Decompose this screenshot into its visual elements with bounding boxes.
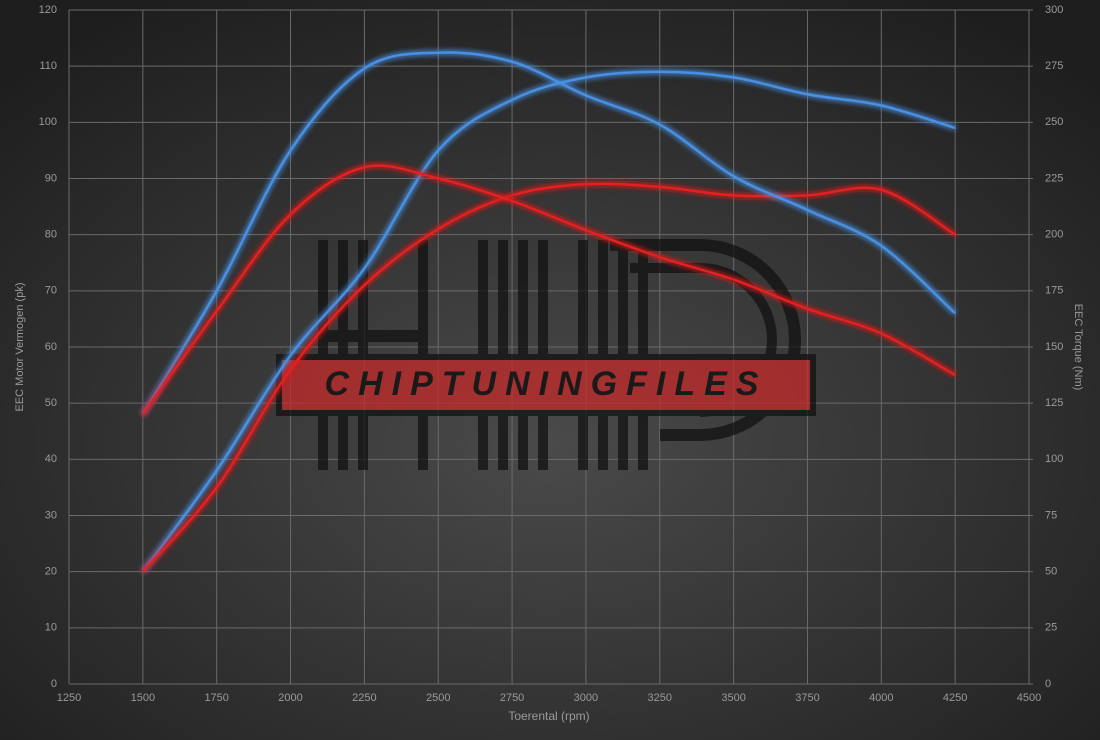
y2-tick-label: 25 xyxy=(1045,622,1057,634)
y2-tick-label: 250 xyxy=(1045,116,1063,128)
x-tick-label: 3750 xyxy=(795,692,819,704)
x-tick-label: 4500 xyxy=(1017,692,1041,704)
x-tick-label: 1250 xyxy=(57,692,81,704)
x-tick-label: 2250 xyxy=(352,692,376,704)
x-tick-label: 1500 xyxy=(131,692,155,704)
series-line xyxy=(141,182,956,573)
y2-tick-label: 150 xyxy=(1045,341,1063,353)
lines xyxy=(141,51,956,573)
y-tick-label: 50 xyxy=(45,397,57,409)
y-tick-label: 20 xyxy=(45,566,57,578)
series-line xyxy=(141,51,956,416)
x-tick-label: 4250 xyxy=(943,692,967,704)
y-tick-label: 40 xyxy=(45,453,57,465)
y2-tick-label: 0 xyxy=(1045,678,1051,690)
y2-tick-label: 125 xyxy=(1045,397,1063,409)
x-tick-label: 3250 xyxy=(648,692,672,704)
y-tick-label: 60 xyxy=(45,341,57,353)
x-tick-label: 3000 xyxy=(574,692,598,704)
x-axis-label: Toerental (rpm) xyxy=(508,709,589,723)
y-axis-label: EEC Motor Vermogen (pk) xyxy=(14,283,26,412)
y2-tick-label: 225 xyxy=(1045,172,1063,184)
y2-tick-label: 75 xyxy=(1045,509,1057,521)
y-tick-label: 70 xyxy=(45,285,57,297)
y-tick-label: 10 xyxy=(45,622,57,634)
x-tick-label: 2500 xyxy=(426,692,450,704)
y-tick-label: 100 xyxy=(39,116,57,128)
y2-tick-label: 100 xyxy=(1045,453,1063,465)
y-tick-label: 120 xyxy=(39,4,57,16)
y-tick-label: 80 xyxy=(45,229,57,241)
y2-tick-label: 275 xyxy=(1045,60,1063,72)
y-tick-label: 110 xyxy=(39,60,57,72)
y2-tick-label: 200 xyxy=(1045,229,1063,241)
series-line xyxy=(141,164,956,416)
y2-tick-label: 175 xyxy=(1045,285,1063,297)
y-tick-label: 0 xyxy=(51,678,57,690)
y2-tick-label: 300 xyxy=(1045,4,1063,16)
watermark-text: CHIPTUNINGFILES xyxy=(325,365,768,403)
grid: 1250 1500 1750 2000 2250 2500 2750 3000 3250 3500… xyxy=(39,4,1064,704)
x-tick-label: 1750 xyxy=(204,692,228,704)
watermark-logo xyxy=(276,239,816,470)
x-tick-label: 2000 xyxy=(278,692,302,704)
y2-tick-label: 50 xyxy=(1045,566,1057,578)
x-tick-label: 4000 xyxy=(869,692,893,704)
x-tick-label: 3500 xyxy=(721,692,745,704)
x-tick-label: 2750 xyxy=(500,692,524,704)
y-tick-label: 90 xyxy=(45,172,57,184)
series-line xyxy=(141,70,956,573)
y-tick-label: 30 xyxy=(45,509,57,521)
y2-axis-label: EEC Torque (Nm) xyxy=(1072,304,1084,391)
